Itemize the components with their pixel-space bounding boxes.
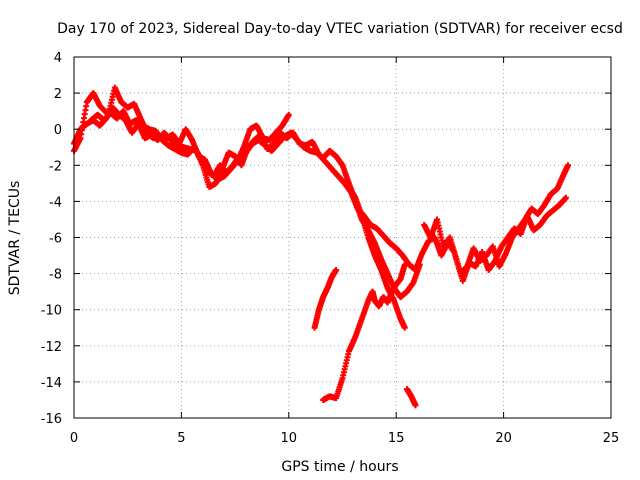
y-tick-label: -2: [49, 159, 62, 174]
data-point: [412, 402, 419, 409]
x-tick-label: 25: [603, 431, 620, 446]
chart-title: Day 170 of 2023, Sidereal Day-to-day VTE…: [57, 21, 623, 37]
x-tick-label: 5: [177, 431, 185, 446]
data-point: [285, 111, 292, 118]
data-point: [333, 266, 340, 273]
y-tick-label: -16: [41, 412, 62, 427]
data-point: [565, 162, 572, 169]
x-tick-label: 0: [70, 431, 78, 446]
x-tick-label: 15: [388, 431, 405, 446]
series-track-6: [345, 183, 408, 331]
series-track-4: [311, 266, 340, 331]
series-track-5: [320, 261, 408, 403]
y-tick-label: -8: [49, 268, 62, 283]
grid: [74, 57, 611, 418]
y-tick-label: 4: [54, 51, 62, 66]
x-tick-label: 10: [281, 431, 298, 446]
data-point: [401, 261, 408, 268]
y-tick-label: -14: [41, 376, 62, 391]
axis-ticks: 0 5 10 15 20 25 -16 -14 -12 -10 -8 -6 -4 -2 0 2 4: [41, 51, 620, 446]
x-axis-title: GPS time / hours: [281, 459, 398, 475]
y-tick-label: 0: [54, 123, 62, 138]
data-point: [416, 261, 423, 268]
x-tick-label: 20: [495, 431, 512, 446]
y-tick-label: 2: [54, 87, 62, 102]
data-point: [562, 194, 569, 201]
data-point: [401, 324, 408, 331]
y-axis-title: SDTVAR / TECUs: [7, 181, 23, 296]
y-tick-label: -6: [49, 232, 62, 247]
y-tick-label: -10: [41, 304, 62, 319]
series-track-3: [88, 108, 423, 301]
series-track-7: [403, 386, 419, 409]
y-tick-label: -12: [41, 340, 62, 355]
data-points: [71, 84, 572, 409]
series-track-8: [421, 194, 569, 284]
y-tick-label: -4: [49, 195, 62, 210]
